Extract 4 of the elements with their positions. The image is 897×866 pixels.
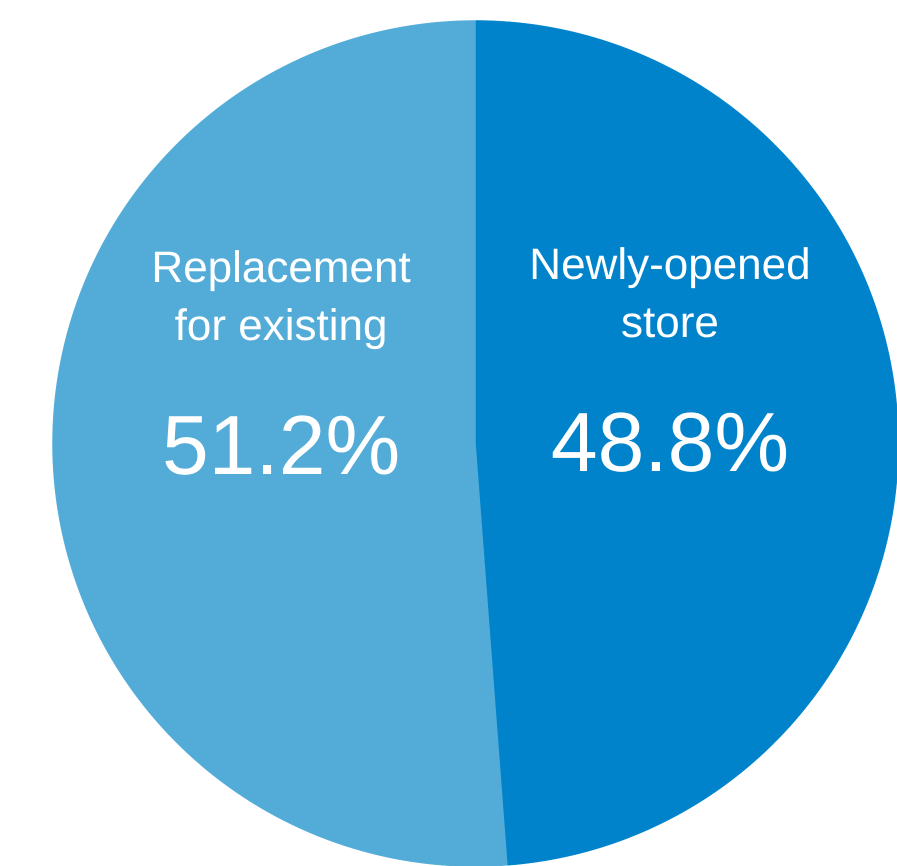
- data-label: 51.2%: [162, 398, 400, 492]
- slice-label: Replacement for existing: [151, 242, 411, 350]
- slice-label: Newly-opened store: [529, 240, 811, 347]
- data-label: 48.8%: [550, 395, 790, 490]
